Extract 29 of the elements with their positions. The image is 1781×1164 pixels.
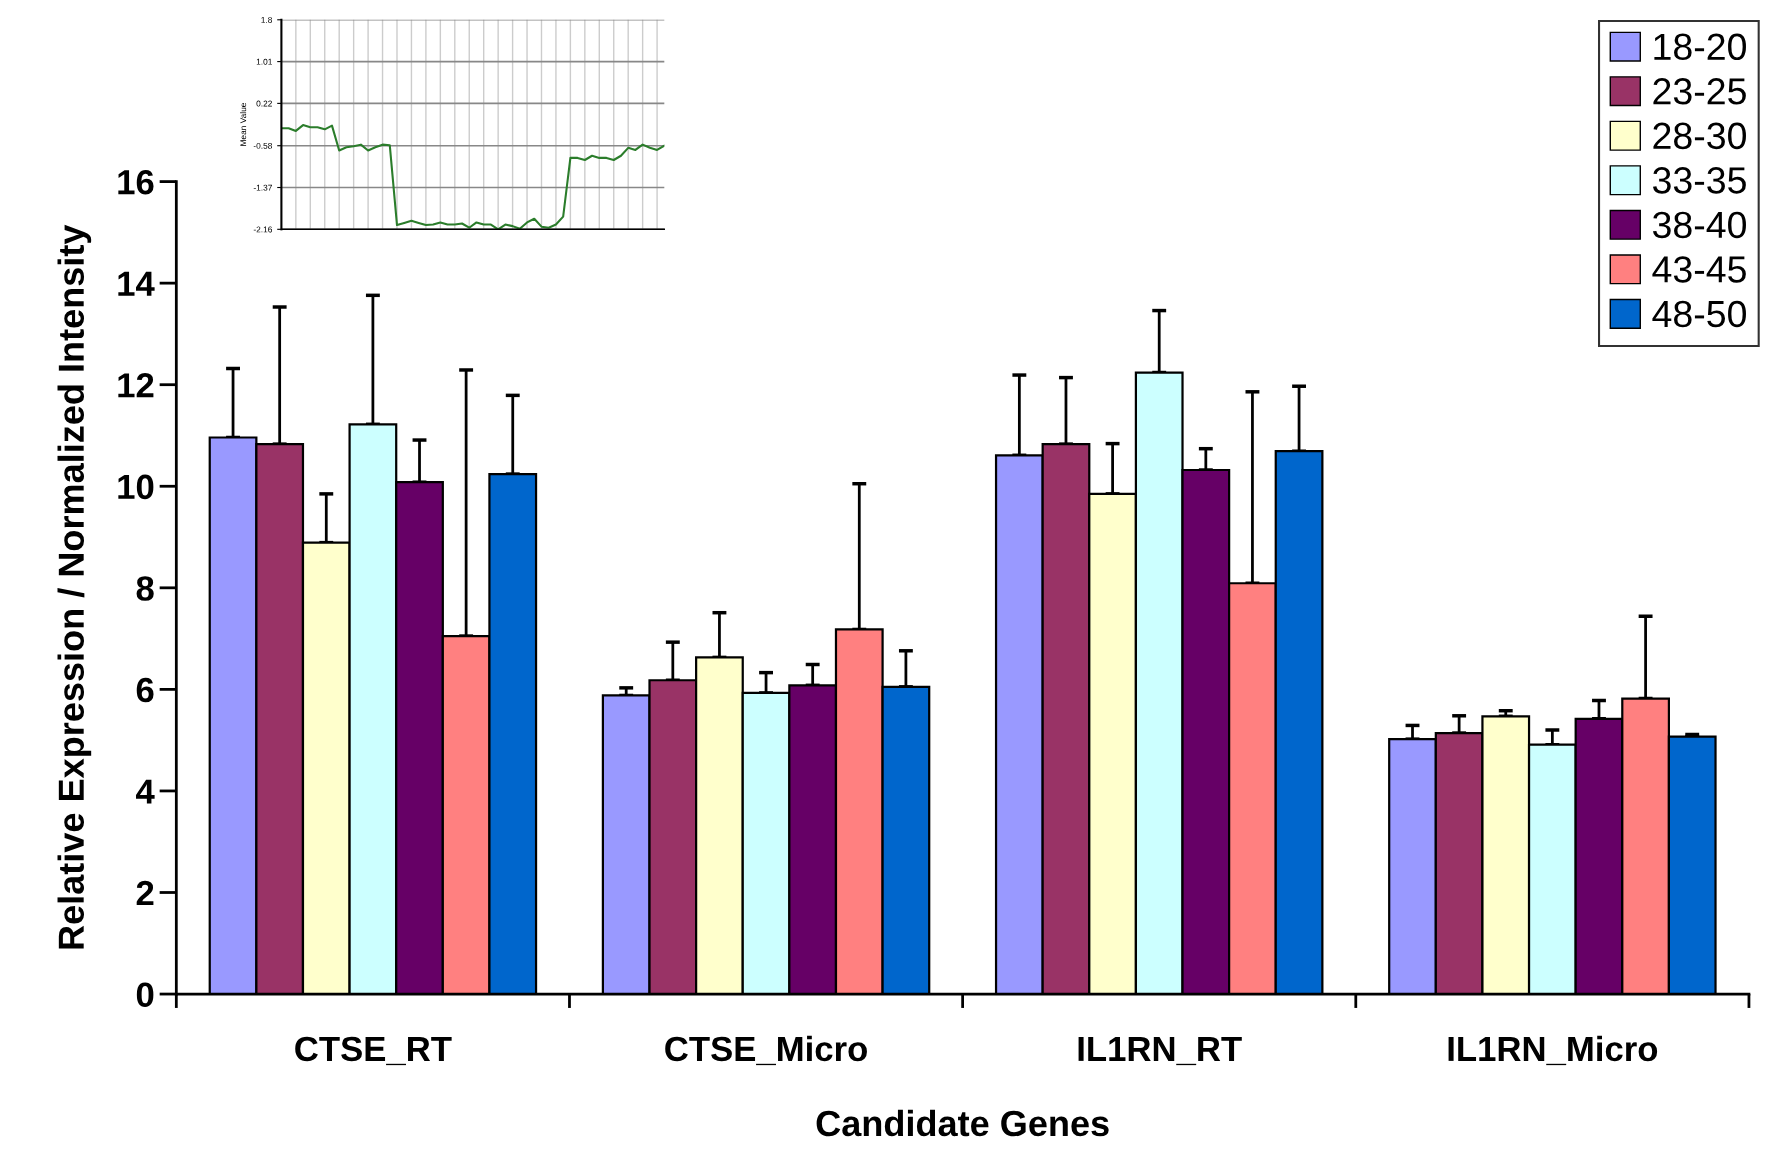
y-axis-title: Relative Expression / Normalized Intensity	[57, 224, 92, 949]
x-tick-label: CTSE_Micro	[665, 1035, 867, 1066]
y-tick-label: 14	[118, 271, 155, 296]
y-tick-label: 4	[136, 779, 155, 804]
y-axis-title: Mean Value	[240, 102, 247, 146]
legend-label: 18-20	[1654, 33, 1746, 61]
y-tick-label: 0.22	[256, 100, 272, 107]
y-tick-label: -1.37	[253, 184, 272, 191]
x-tick-label: CTSE_RT	[295, 1036, 452, 1066]
y-tick-label: -2.16	[253, 226, 273, 233]
y-tick-label: 16	[118, 169, 154, 195]
y-tick-label: 0	[136, 982, 154, 1007]
x-tick-label: IL1RN_RT	[1078, 1037, 1242, 1066]
y-tick-label: 1.01	[256, 58, 272, 65]
y-tick-label: 10	[118, 474, 154, 500]
y-tick-label: 1.8	[261, 16, 273, 23]
legend-label: 38-40	[1652, 211, 1746, 239]
y-tick-label: -0.58	[253, 142, 273, 149]
legend-label: 28-30	[1653, 122, 1746, 150]
x-axis-title: Candidate Genes	[816, 1109, 1109, 1137]
y-tick-label: 12	[118, 373, 154, 398]
legend-label: 48-50	[1652, 300, 1746, 328]
legend-label: 33-35	[1652, 167, 1746, 194]
legend-label: 23-25	[1653, 78, 1746, 105]
y-tick-label: 8	[136, 576, 154, 601]
y-tick-label: 2	[136, 880, 154, 906]
x-tick-label: IL1RN_Micro	[1448, 1035, 1658, 1066]
legend-label: 43-45	[1652, 256, 1746, 283]
y-tick-label: 6	[136, 677, 154, 703]
